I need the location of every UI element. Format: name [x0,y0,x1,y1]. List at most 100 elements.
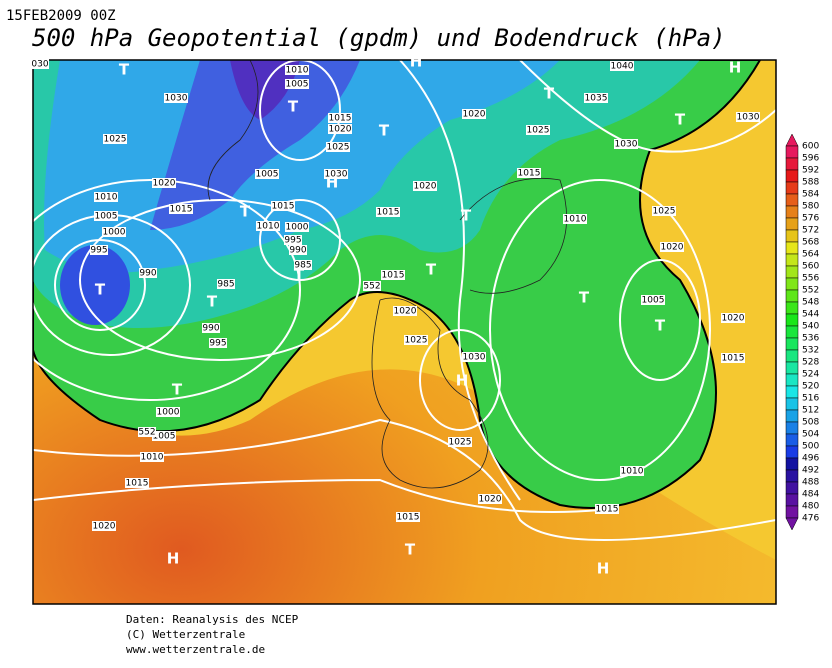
deep-low-core [230,60,300,120]
colorbar-swatch [785,361,799,375]
colorbar-label: 548 [802,298,819,308]
isobar-label-bg [584,93,608,103]
isobar-label: 995 [209,339,226,349]
isobar-label: 1005 [153,432,176,442]
isobar-label: 1010 [141,453,164,463]
isobar-label: 1025 [449,438,472,448]
isobar-label-bg [614,139,638,149]
isobar-label-bg [478,494,502,504]
pressure-center: T [544,85,555,103]
isobar-label-bg [413,181,437,191]
pressure-center: T [461,207,472,225]
isobar-label-bg [736,112,760,122]
colorbar-label: 560 [802,262,819,272]
colorbar-label: 504 [802,430,819,440]
colorbar-label: 508 [802,418,819,428]
isobar-label-bg [156,407,180,417]
isobar-label-bg [652,206,676,216]
isobar-label: 985 [294,261,311,271]
isobar-label-bg [202,323,220,333]
colorbar-swatch [785,265,799,279]
isobar-label: 1015 [518,169,541,179]
colorbar-swatch [785,217,799,231]
colorbar-swatch [785,325,799,339]
colorbar-label: 532 [802,346,819,356]
isobar-label: 1030 [325,170,348,180]
colorbar-label: 600 [802,142,819,152]
isobar-label: 1020 [329,125,352,135]
colorbar-swatch [785,145,799,159]
pressure-center: T [207,293,218,311]
colorbar-swatch [785,493,799,507]
isobar-label-bg [721,313,745,323]
pressure-center: T [119,61,130,79]
isobar-label: 1025 [527,126,550,136]
colorbar-label: 492 [802,466,819,476]
colorbar-swatch [785,157,799,171]
isobar-label-bg [462,352,486,362]
colorbar-label: 536 [802,334,819,344]
colorbar-label: 596 [802,154,819,164]
colorbar-swatch [785,433,799,447]
isobar-label: 1015 [596,505,619,515]
colorbar-swatch [785,229,799,243]
isobar-label-bg [396,512,420,522]
footer-line: www.wetterzentrale.de [126,643,265,656]
isobar-label-bg [393,306,417,316]
colorbar-swatch [785,289,799,303]
isobar-label-bg [610,61,634,71]
colorbar-swatch [785,505,799,519]
colorbar-label: 488 [802,478,819,488]
isobar-label-bg [209,338,227,348]
isobar-label: 1015 [170,205,193,215]
pressure-center: H [167,550,180,568]
colorbar-label: 512 [802,406,819,416]
isobar-label-bg [164,93,188,103]
isobar-label: 1020 [479,495,502,505]
isobar-label-bg [285,222,309,232]
isobar-label: 995 [284,236,301,246]
isobar-label-bg [641,295,665,305]
colorbar-label: 524 [802,370,819,380]
isobar-label-bg [94,192,118,202]
isobar-label-bg [285,65,309,75]
isobar-label: 1000 [157,408,180,418]
colorbar-swatch [785,481,799,495]
isobar-label: 1015 [377,208,400,218]
isobar-label: 1005 [95,212,118,222]
isobar-label: 1020 [661,243,684,253]
colorbar-cap [785,517,799,531]
pressure-center: H [326,174,339,192]
isobar-label-bg [31,59,49,69]
colorbar-swatch [785,193,799,207]
pressure-center: T [172,381,183,399]
isobar-label-bg [294,260,312,270]
colorbar-label: 584 [802,190,819,200]
low-core [60,245,130,325]
colorbar-swatch [785,169,799,183]
isobar-label: 1030 [737,113,760,123]
isobar-label-bg [328,124,352,134]
isobar-label: 995 [90,246,107,256]
isobar-label-bg [721,353,745,363]
isobar-label: 1015 [126,479,149,489]
isobar-label-bg [285,79,309,89]
colorbar-label: 572 [802,226,819,236]
map-frame [32,59,777,605]
isobar-label-bg [620,466,644,476]
pressure-center: H [597,560,610,578]
colorbar-label: 592 [802,166,819,176]
pressure-center: T [379,122,390,140]
isobar-label-bg [595,504,619,514]
isobar-label: 1030 [463,353,486,363]
isobar-label: 1000 [103,228,126,238]
isobar-label-bg [90,245,108,255]
isobar-label-bg [284,235,302,245]
pressure-center: T [288,98,299,116]
colorbar-label: 476 [802,514,819,524]
colorbar-swatch [785,337,799,351]
isobar-label: 1025 [405,336,428,346]
pressure-center: T [405,541,416,559]
colorbar-swatch [785,373,799,387]
pressure-center: T [675,111,686,129]
